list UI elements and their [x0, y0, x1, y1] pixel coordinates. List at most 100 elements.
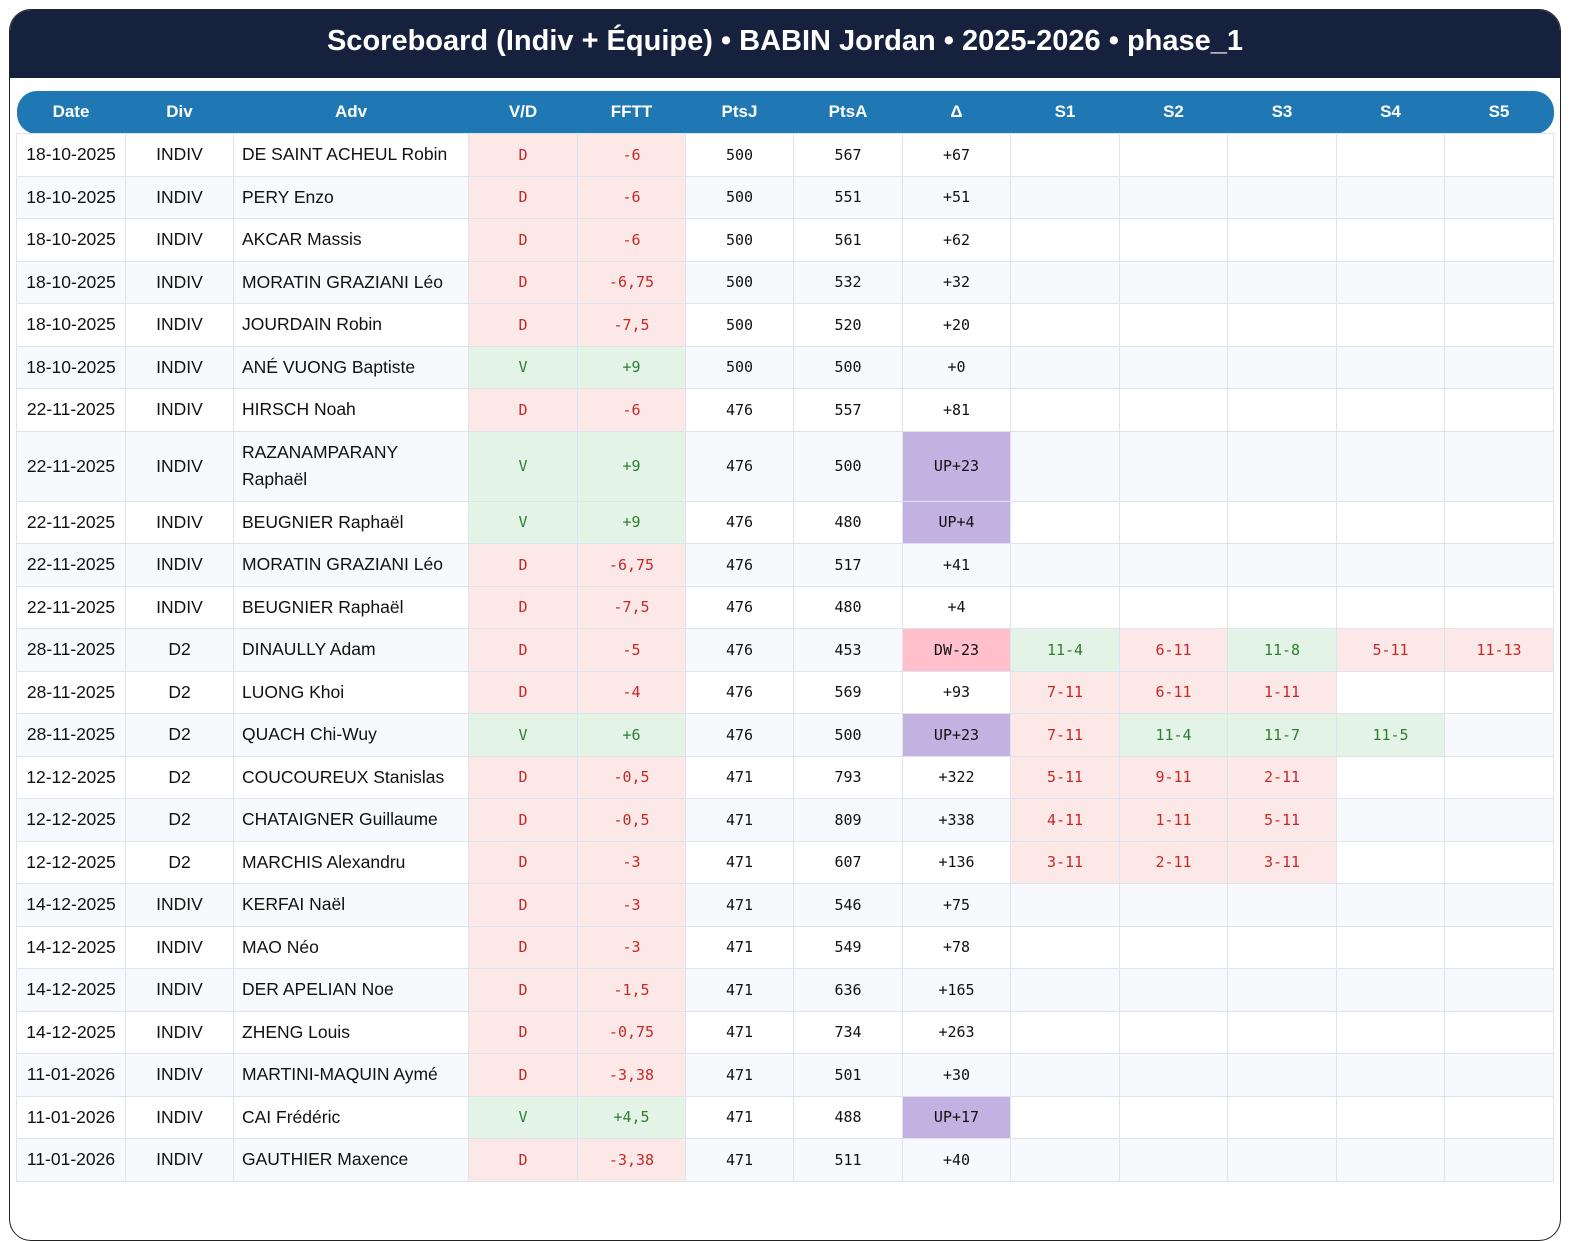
table-row: 11-01-2026 INDIV CAI Frédéric V +4,5 471 488 UP… — [16, 1095, 1554, 1139]
cell-set-1 — [1010, 430, 1120, 502]
cell-fftt: -6 — [577, 388, 686, 432]
cell-set-2 — [1119, 345, 1228, 389]
cell-set-4 — [1336, 798, 1445, 842]
cell-set-1: 11-4 — [1010, 628, 1120, 672]
cell-result: D — [468, 218, 578, 262]
cell-set-1: 7-11 — [1010, 670, 1120, 714]
cell-div: INDIV — [125, 1053, 234, 1097]
cell-fftt: -7,5 — [577, 303, 686, 347]
column-header-ptsa[interactable]: PtsA — [793, 91, 903, 134]
cell-set-3 — [1227, 1095, 1337, 1139]
cell-set-2 — [1119, 218, 1228, 262]
column-header--[interactable]: Δ — [902, 91, 1011, 134]
cell-date: 12-12-2025 — [16, 755, 126, 799]
scoreboard-table: Date Div Adv V/D FFTT PtsJ PtsA Δ S1 S2 S3 S4 S5 18-… — [16, 91, 1554, 1182]
cell-set-4 — [1336, 755, 1445, 799]
column-header-s4[interactable]: S4 — [1336, 91, 1445, 134]
cell-set-4 — [1336, 175, 1445, 219]
cell-div: D2 — [125, 840, 234, 884]
column-header-s2[interactable]: S2 — [1119, 91, 1228, 134]
cell-set-1 — [1010, 968, 1120, 1012]
cell-set-5 — [1444, 798, 1554, 842]
cell-adv: MAO Néo — [233, 925, 469, 969]
cell-set-2 — [1119, 925, 1228, 969]
cell-pts-a: 567 — [793, 133, 903, 177]
cell-set-5 — [1444, 430, 1554, 502]
cell-set-3 — [1227, 345, 1337, 389]
cell-date: 22-11-2025 — [16, 430, 126, 502]
cell-delta: +75 — [902, 883, 1011, 927]
cell-adv: BEUGNIER Raphaël — [233, 500, 469, 544]
cell-pts-a: 551 — [793, 175, 903, 219]
column-header-adv[interactable]: Adv — [233, 91, 469, 134]
table-row: 18-10-2025 INDIV JOURDAIN Robin D -7,5 500 520… — [16, 303, 1554, 347]
cell-set-4 — [1336, 543, 1445, 587]
cell-div: INDIV — [125, 543, 234, 587]
cell-pts-j: 471 — [685, 1138, 794, 1182]
cell-set-4 — [1336, 388, 1445, 432]
column-header-ptsj[interactable]: PtsJ — [685, 91, 794, 134]
cell-adv: JOURDAIN Robin — [233, 303, 469, 347]
column-header-s5[interactable]: S5 — [1444, 91, 1554, 134]
cell-set-1 — [1010, 1010, 1120, 1054]
table-row: 14-12-2025 INDIV MAO Néo D -3 471 549 +78 — [16, 925, 1554, 969]
cell-set-5 — [1444, 218, 1554, 262]
cell-set-5 — [1444, 925, 1554, 969]
cell-set-2 — [1119, 133, 1228, 177]
cell-set-2 — [1119, 1010, 1228, 1054]
cell-pts-j: 500 — [685, 345, 794, 389]
cell-result: D — [468, 628, 578, 672]
cell-fftt: -0,5 — [577, 755, 686, 799]
cell-fftt: -3 — [577, 925, 686, 969]
cell-set-3 — [1227, 1053, 1337, 1097]
cell-pts-a: 511 — [793, 1138, 903, 1182]
cell-set-4 — [1336, 260, 1445, 304]
cell-set-1: 5-11 — [1010, 755, 1120, 799]
cell-adv: PERY Enzo — [233, 175, 469, 219]
cell-set-3 — [1227, 543, 1337, 587]
page-title: Scoreboard (Indiv + Équipe) • BABIN Jord… — [10, 10, 1560, 78]
cell-set-5 — [1444, 175, 1554, 219]
cell-pts-a: 561 — [793, 218, 903, 262]
cell-set-2 — [1119, 543, 1228, 587]
column-header-s3[interactable]: S3 — [1227, 91, 1337, 134]
cell-adv: DER APELIAN Noe — [233, 968, 469, 1012]
cell-div: INDIV — [125, 925, 234, 969]
cell-set-1 — [1010, 1138, 1120, 1182]
column-header-fftt[interactable]: FFTT — [577, 91, 686, 134]
cell-div: INDIV — [125, 968, 234, 1012]
cell-date: 14-12-2025 — [16, 925, 126, 969]
column-header-div[interactable]: Div — [125, 91, 234, 134]
cell-fftt: -1,5 — [577, 968, 686, 1012]
cell-set-2 — [1119, 968, 1228, 1012]
cell-div: INDIV — [125, 1138, 234, 1182]
cell-set-4 — [1336, 1053, 1445, 1097]
table-row: 28-11-2025 D2 QUACH Chi-Wuy V +6 476 500 UP+23 7… — [16, 713, 1554, 757]
cell-set-3 — [1227, 585, 1337, 629]
cell-set-5 — [1444, 840, 1554, 884]
cell-date: 12-12-2025 — [16, 840, 126, 884]
column-header-date[interactable]: Date — [16, 91, 126, 134]
cell-date: 28-11-2025 — [16, 628, 126, 672]
cell-fftt: -6,75 — [577, 260, 686, 304]
column-header-v-d[interactable]: V/D — [468, 91, 578, 134]
cell-set-5 — [1444, 1053, 1554, 1097]
cell-set-3: 5-11 — [1227, 798, 1337, 842]
cell-set-1 — [1010, 585, 1120, 629]
column-header-s1[interactable]: S1 — [1010, 91, 1120, 134]
cell-div: INDIV — [125, 260, 234, 304]
cell-div: D2 — [125, 713, 234, 757]
cell-fftt: -6 — [577, 175, 686, 219]
cell-adv: KERFAI Naël — [233, 883, 469, 927]
table-row: 22-11-2025 INDIV RAZANAMPARANY Raphaël V +9 4… — [16, 430, 1554, 502]
cell-set-3 — [1227, 883, 1337, 927]
cell-pts-a: 607 — [793, 840, 903, 884]
table-row: 12-12-2025 D2 CHATAIGNER Guillaume D -0,5 471… — [16, 798, 1554, 842]
cell-result: D — [468, 840, 578, 884]
table-header: Date Div Adv V/D FFTT PtsJ PtsA Δ S1 S2 S3 S4 S5 — [16, 91, 1554, 134]
cell-delta: +136 — [902, 840, 1011, 884]
cell-result: D — [468, 133, 578, 177]
cell-result: D — [468, 303, 578, 347]
cell-set-4 — [1336, 1095, 1445, 1139]
cell-adv: RAZANAMPARANY Raphaël — [233, 430, 469, 502]
